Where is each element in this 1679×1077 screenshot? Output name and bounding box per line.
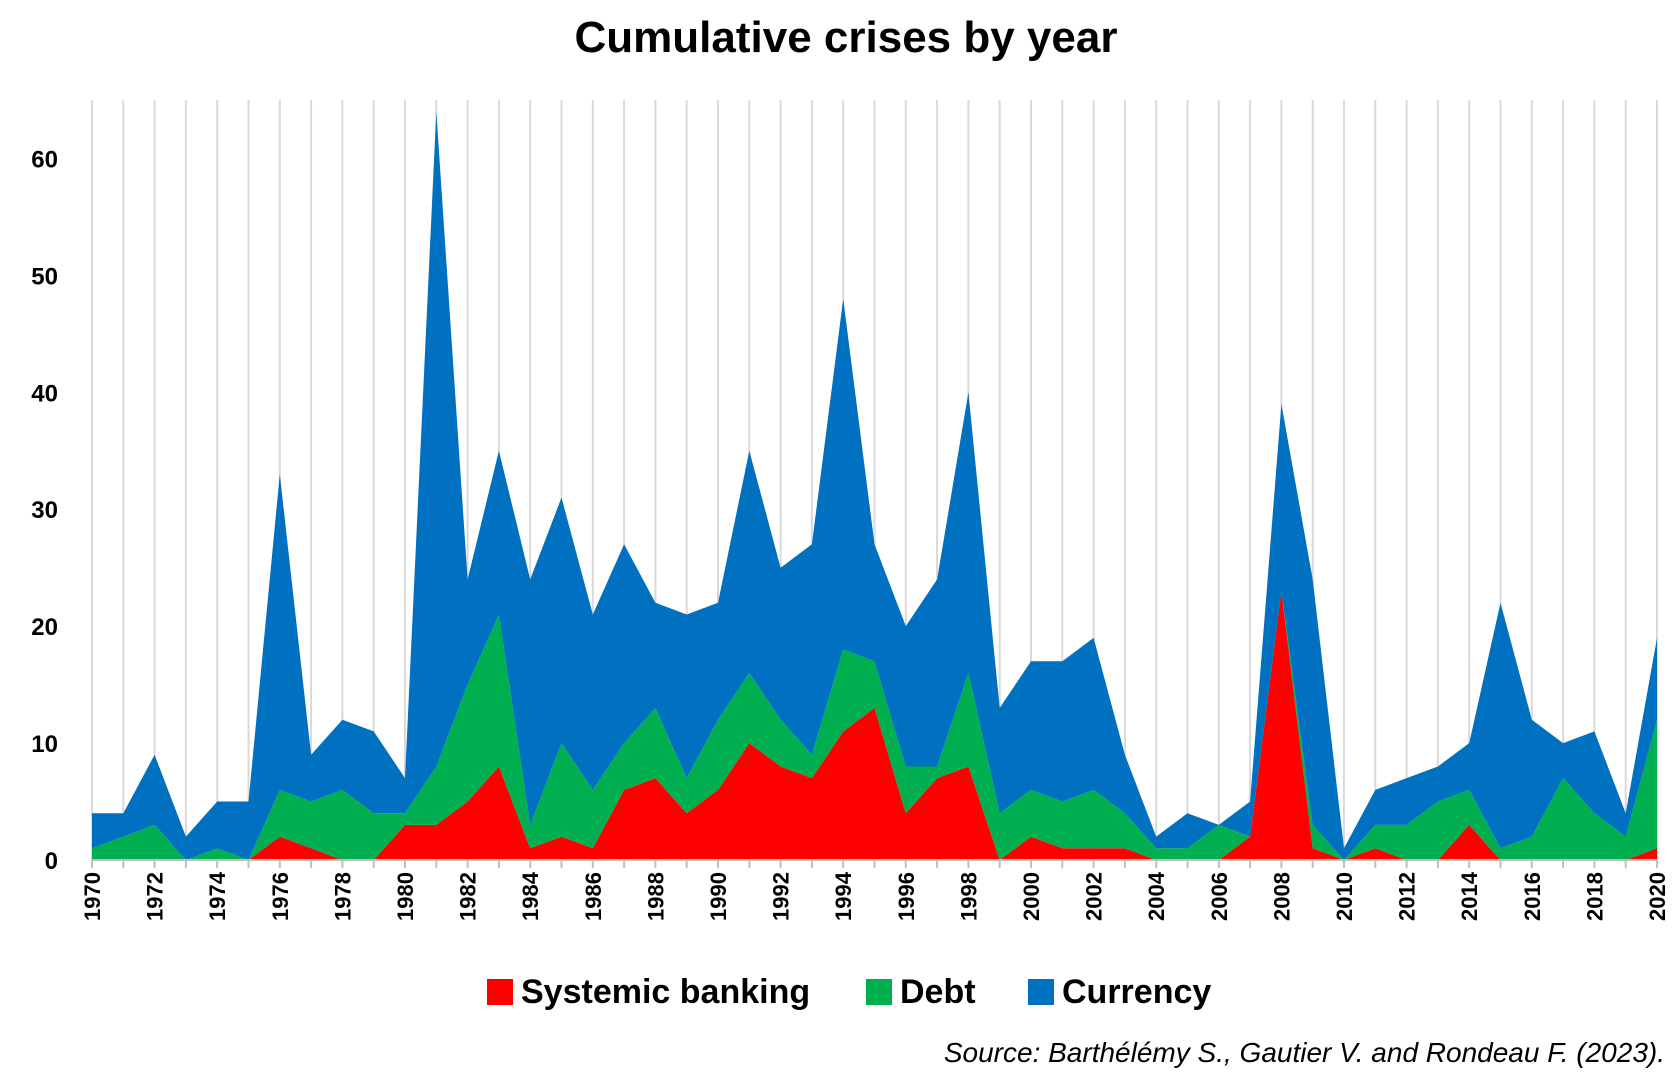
source-note: Source: Barthélémy S., Gautier V. and Ro… xyxy=(944,1037,1665,1068)
x-tick-label-2010: 2010 xyxy=(1332,872,1357,921)
y-tick-label-20: 20 xyxy=(31,614,58,641)
x-tick-label-1970: 1970 xyxy=(80,872,105,921)
legend-swatch-currency xyxy=(1028,979,1054,1005)
legend-label-systemic-banking: Systemic banking xyxy=(521,973,810,1011)
x-tick-label-1990: 1990 xyxy=(706,872,731,921)
x-tick-label-2004: 2004 xyxy=(1144,871,1169,921)
y-tick-label-40: 40 xyxy=(31,380,58,407)
legend-swatch-debt xyxy=(866,979,892,1005)
x-tick-label-1974: 1974 xyxy=(205,871,230,921)
x-tick-label-1988: 1988 xyxy=(643,872,668,921)
y-axis-tick-labels: 0 10 20 30 40 50 60 xyxy=(31,146,58,875)
y-tick-label-60: 60 xyxy=(31,146,58,173)
legend-label-debt: Debt xyxy=(900,973,976,1011)
x-tick-label-2016: 2016 xyxy=(1520,872,1545,921)
x-tick-label-1998: 1998 xyxy=(956,872,981,921)
x-tick-label-2002: 2002 xyxy=(1082,872,1107,921)
x-tick-label-1984: 1984 xyxy=(518,871,543,921)
chart-title: Cumulative crises by year xyxy=(575,13,1118,62)
x-tick-label-1972: 1972 xyxy=(143,872,168,921)
x-tick-label-2020: 2020 xyxy=(1645,872,1670,921)
legend-swatch-systemic-banking xyxy=(487,979,513,1005)
legend: Systemic banking Debt Currency xyxy=(487,973,1211,1011)
stacked-areas xyxy=(92,111,1657,860)
y-tick-label-30: 30 xyxy=(31,497,58,524)
x-tick-label-1976: 1976 xyxy=(268,872,293,921)
y-tick-label-0: 0 xyxy=(45,848,58,875)
x-tick-label-2012: 2012 xyxy=(1395,872,1420,921)
x-tick-label-2006: 2006 xyxy=(1207,872,1232,921)
x-tick-label-2014: 2014 xyxy=(1457,871,1482,921)
x-tick-label-1982: 1982 xyxy=(456,872,481,921)
x-tick-label-1996: 1996 xyxy=(894,872,919,921)
x-tick-label-2008: 2008 xyxy=(1269,872,1294,921)
legend-label-currency: Currency xyxy=(1062,973,1211,1011)
x-tick-label-2018: 2018 xyxy=(1582,872,1607,921)
x-tick-label-1980: 1980 xyxy=(393,872,418,921)
x-tick-label-1986: 1986 xyxy=(581,872,606,921)
area-series-debt xyxy=(92,591,1657,860)
x-axis-tick-labels: 1970 1972 1974 1976 1978 1980 1982 1984 1986 1988… xyxy=(80,871,1670,921)
x-tick-label-2000: 2000 xyxy=(1019,872,1044,921)
axes xyxy=(91,859,1658,868)
x-tick-label-1978: 1978 xyxy=(330,872,355,921)
y-tick-label-50: 50 xyxy=(31,263,58,290)
x-tick-label-1992: 1992 xyxy=(769,872,794,921)
area-series-currency xyxy=(92,111,1657,860)
x-tick-label-1994: 1994 xyxy=(831,871,856,921)
area-series-systemic-banking xyxy=(92,591,1657,860)
y-tick-label-10: 10 xyxy=(31,731,58,758)
